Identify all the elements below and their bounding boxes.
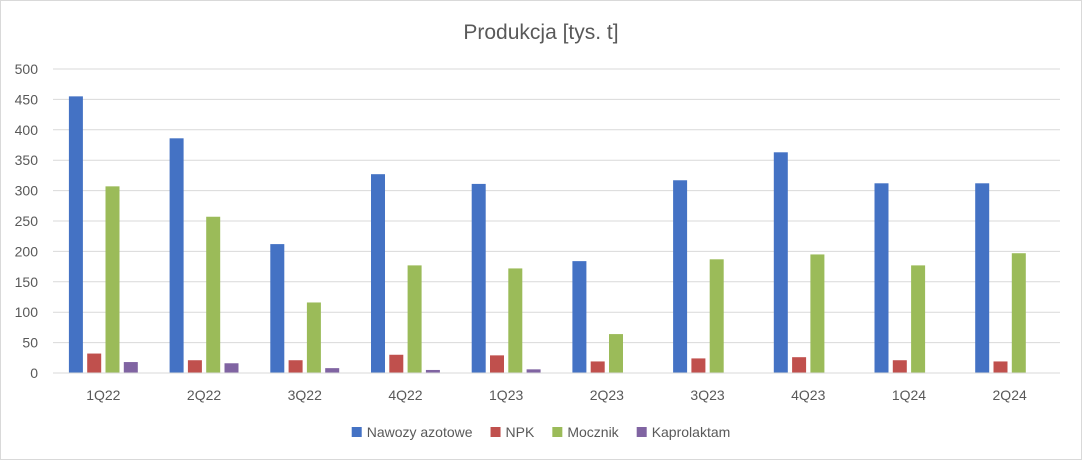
bar xyxy=(471,183,486,373)
bar xyxy=(105,186,120,373)
y-tick-label: 250 xyxy=(15,213,39,229)
y-tick-label: 450 xyxy=(15,91,39,107)
bar xyxy=(425,369,440,373)
legend-swatch xyxy=(636,427,647,437)
bar xyxy=(526,369,541,373)
legend-label: Kaprolaktam xyxy=(652,424,731,440)
bar xyxy=(389,354,404,373)
bar xyxy=(288,360,303,373)
bar xyxy=(691,358,706,373)
x-tick-label: 4Q23 xyxy=(791,387,825,403)
y-tick-label: 0 xyxy=(30,365,38,381)
legend-label: Mocznik xyxy=(567,424,619,440)
x-tick-label: 1Q24 xyxy=(892,387,926,403)
bar xyxy=(773,152,788,373)
bar xyxy=(371,174,385,373)
bar xyxy=(123,362,138,373)
bar xyxy=(673,180,688,373)
legend-swatch xyxy=(490,427,501,437)
x-tick-label: 2Q22 xyxy=(187,387,221,403)
bar xyxy=(810,254,825,373)
legend-swatch xyxy=(351,427,362,437)
bar xyxy=(169,138,184,373)
bar xyxy=(874,183,889,373)
x-tick-label: 2Q23 xyxy=(590,387,624,403)
y-tick-label: 500 xyxy=(15,61,39,77)
chart-title: Produkcja [tys. t] xyxy=(463,21,618,44)
bar xyxy=(490,355,504,373)
legend-label: Nawozy azotowe xyxy=(367,424,473,440)
bar xyxy=(590,361,605,373)
y-tick-label: 50 xyxy=(22,335,38,351)
gridlines xyxy=(53,68,1060,344)
x-tick-label: 3Q23 xyxy=(690,387,724,403)
bar xyxy=(975,183,990,373)
y-tick-label: 400 xyxy=(15,122,39,138)
bar xyxy=(270,244,285,373)
bar xyxy=(911,265,926,373)
bar xyxy=(572,261,587,373)
bar xyxy=(508,268,523,373)
bar xyxy=(68,96,83,374)
x-tick-label: 4Q22 xyxy=(388,387,422,403)
bar xyxy=(87,353,102,373)
x-tick-label: 2Q24 xyxy=(993,387,1027,403)
legend-label: NPK xyxy=(506,424,535,440)
bar xyxy=(306,302,321,373)
legend-swatch xyxy=(552,427,563,437)
bar xyxy=(187,360,202,373)
y-tick-label: 100 xyxy=(15,304,39,320)
y-tick-label: 200 xyxy=(15,243,39,259)
bar xyxy=(609,334,623,373)
bar xyxy=(325,368,340,373)
y-axis-ticks: 0 50 100 150 200 250 300 350 400 450 500 xyxy=(15,61,39,381)
bar xyxy=(206,216,221,373)
bar xyxy=(407,265,422,373)
bars xyxy=(68,96,1026,374)
bar xyxy=(892,360,907,373)
y-tick-label: 300 xyxy=(15,183,39,199)
bar xyxy=(993,361,1008,373)
y-tick-label: 350 xyxy=(15,152,39,168)
bar xyxy=(224,363,239,373)
x-tick-label: 3Q22 xyxy=(288,387,322,403)
bar xyxy=(1011,253,1026,373)
x-tick-label: 1Q22 xyxy=(86,387,120,403)
x-tick-label: 1Q23 xyxy=(489,387,523,403)
x-axis-ticks: 1Q22 2Q22 3Q22 4Q22 1Q23 2Q23 3Q23 4Q23 1Q24 2Q24 xyxy=(86,387,1027,403)
legend: Nawozy azotowe NPK Mocznik Kaprolaktam xyxy=(351,424,731,440)
y-tick-label: 150 xyxy=(15,274,39,290)
bar xyxy=(792,357,807,373)
bar xyxy=(709,259,724,373)
